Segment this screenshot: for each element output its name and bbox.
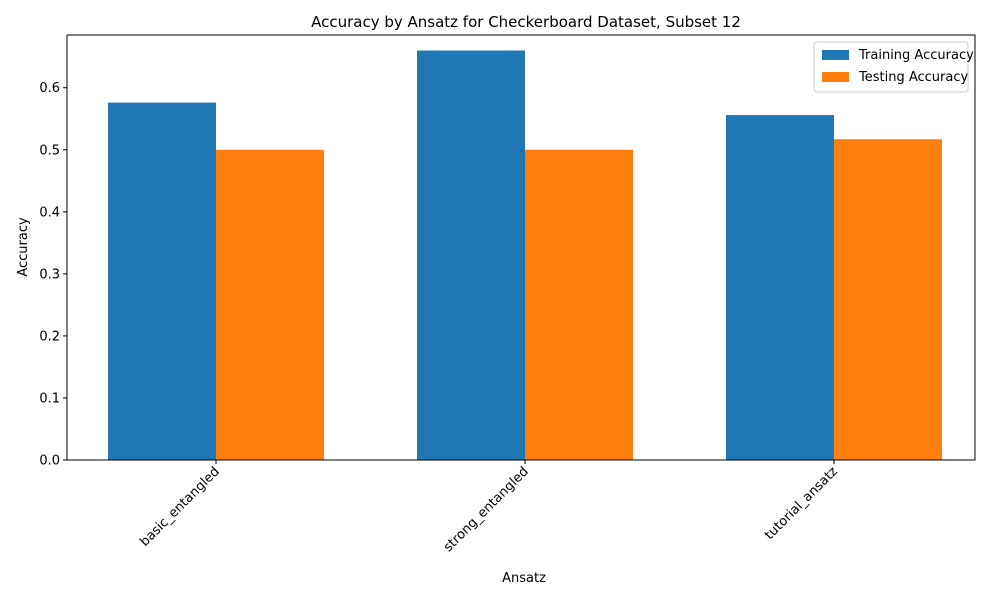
testing-bar-basic-entangled: [216, 149, 324, 461]
legend-box: [813, 41, 969, 93]
testing-bar-tutorial-ansatz: [834, 139, 942, 460]
training-bar-basic-entangled: [108, 102, 216, 460]
y-axis-title: Accuracy: [16, 217, 31, 277]
plot-frame: [66, 34, 976, 461]
x-tick-label: basic_entangled: [137, 464, 222, 549]
y-tick-label: 0.6: [39, 81, 60, 96]
y-tick-label: 0.0: [39, 454, 60, 469]
chart-title: Accuracy by Ansatz for Checkerboard Data…: [311, 13, 741, 31]
y-tick-label: 0.1: [39, 391, 60, 406]
y-tick-label: 0.3: [39, 267, 60, 282]
plot-area: 0.0 0.1 0.2 0.3 0.4 0.5 0.6 basic_entangled stro…: [39, 50, 942, 555]
y-tick-label: 0.4: [39, 205, 60, 220]
legend: Training Accuracy Testing Accuracy: [813, 41, 974, 93]
legend-swatch-training: [822, 50, 849, 60]
y-tick-label: 0.2: [39, 329, 60, 344]
legend-label-training: Training Accuracy: [858, 48, 974, 63]
legend-swatch-testing: [822, 72, 849, 82]
y-tick-label: 0.5: [39, 143, 60, 158]
training-bar-strong-entangled: [417, 50, 525, 460]
testing-bar-strong-entangled: [525, 149, 633, 461]
x-axis-title: Ansatz: [502, 571, 546, 586]
x-tick-label: strong_entangled: [441, 464, 532, 555]
x-tick-label: tutorial_ansatz: [762, 464, 841, 543]
legend-label-testing: Testing Accuracy: [858, 70, 968, 85]
training-bar-tutorial-ansatz: [726, 115, 834, 460]
